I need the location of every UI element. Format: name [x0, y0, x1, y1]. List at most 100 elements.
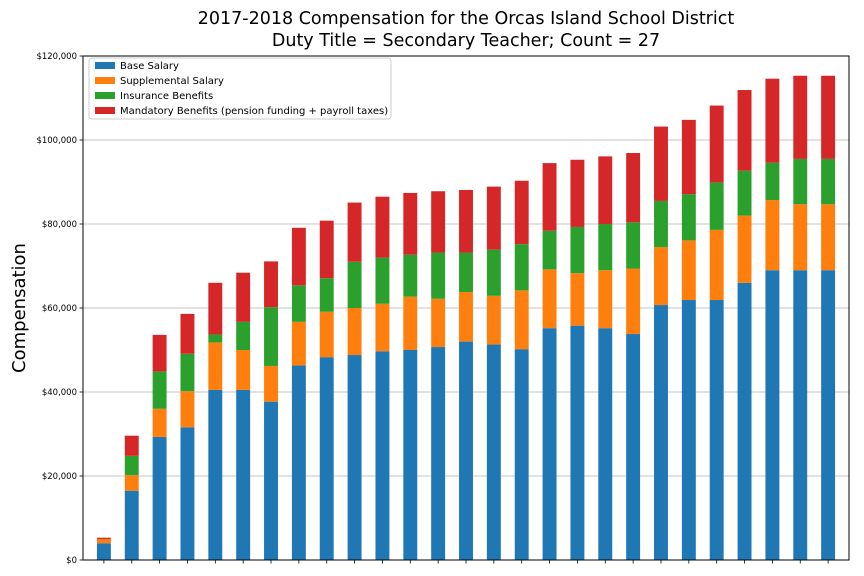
bar-segment-supplemental-salary — [124, 475, 139, 491]
bar-segment-base-salary — [765, 270, 780, 560]
bar-segment-base-salary — [347, 355, 362, 560]
bar-segment-supplemental-salary — [486, 295, 501, 345]
bar-segment-mandatory-benefits — [291, 227, 306, 286]
bar-segment-mandatory-benefits — [152, 334, 167, 372]
bar-segment-mandatory-benefits — [403, 192, 418, 255]
y-tick-label: $60,000 — [42, 304, 77, 314]
y-tick-label: $20,000 — [42, 472, 77, 482]
bar-segment-supplemental-salary — [626, 268, 641, 335]
bar-segment-supplemental-salary — [821, 204, 836, 271]
bar-segment-supplemental-salary — [431, 298, 446, 348]
bar-segment-supplemental-salary — [737, 215, 752, 283]
bar-segment-base-salary — [96, 543, 111, 560]
bar-segment-insurance-benefits — [654, 200, 668, 248]
y-tick-label: $40,000 — [42, 388, 77, 398]
bar-segment-mandatory-benefits — [654, 126, 668, 201]
bar-segment-supplemental-salary — [319, 311, 334, 358]
bar-segment-insurance-benefits — [208, 334, 223, 343]
legend-swatch — [95, 77, 115, 84]
bar-segment-mandatory-benefits — [821, 75, 836, 159]
bar-segment-mandatory-benefits — [793, 75, 808, 159]
bar-segment-mandatory-benefits — [709, 105, 724, 183]
bar-segment-supplemental-salary — [180, 391, 195, 428]
bar-segment-base-salary — [626, 334, 641, 560]
bar-segment-supplemental-salary — [347, 308, 362, 356]
bar-segment-base-salary — [319, 357, 334, 560]
bar-segment-base-salary — [793, 270, 808, 560]
chart-title-line1: 2017-2018 Compensation for the Orcas Isl… — [197, 9, 735, 29]
bar-segment-supplemental-salary — [765, 200, 780, 271]
bar-segment-insurance-benefits — [681, 194, 696, 241]
bar-segment-supplemental-salary — [152, 408, 167, 437]
bar-segment-mandatory-benefits — [96, 537, 111, 539]
bar-segment-mandatory-benefits — [180, 313, 195, 354]
bar-segment-mandatory-benefits — [208, 282, 223, 335]
bar-segment-base-salary — [291, 365, 306, 560]
bar-segment-mandatory-benefits — [570, 159, 585, 227]
bar-segment-insurance-benefits — [765, 162, 780, 201]
bar-segment-insurance-benefits — [737, 170, 752, 216]
legend-entry: Insurance Benefits — [120, 91, 213, 102]
bar-segment-base-salary — [208, 389, 223, 560]
bar-segment-insurance-benefits — [347, 261, 362, 308]
bar-segment-supplemental-salary — [208, 342, 223, 390]
bar-segment-supplemental-salary — [459, 292, 473, 342]
bar-segment-supplemental-salary — [291, 321, 306, 366]
legend-box — [88, 57, 392, 120]
bar-segment-base-salary — [514, 349, 529, 560]
bar-segment-insurance-benefits — [821, 158, 836, 205]
bar-segment-supplemental-salary — [514, 290, 529, 350]
bar-segment-base-salary — [486, 344, 501, 560]
bar-segment-base-salary — [124, 490, 139, 560]
bar-segment-insurance-benefits — [236, 321, 251, 350]
bar-segment-mandatory-benefits — [765, 78, 780, 163]
bar-segment-base-salary — [654, 305, 668, 560]
bar-segment-insurance-benefits — [459, 252, 473, 293]
axis-ticks: $0 $20,000 $40,000 $60,000 $80,000 $100,000 $1… — [36, 52, 829, 566]
bar-segment-supplemental-salary — [403, 296, 418, 350]
bar-segment-supplemental-salary — [236, 350, 251, 390]
bar-segment-base-salary — [152, 436, 167, 560]
bar-segment-insurance-benefits — [319, 278, 334, 312]
y-tick-label: $0 — [66, 556, 77, 566]
bar-segment-insurance-benefits — [431, 252, 446, 299]
y-axis-label: Compensation — [9, 243, 30, 373]
bar-segment-base-salary — [264, 401, 278, 560]
bar-segment-base-salary — [598, 328, 613, 560]
bar-segment-insurance-benefits — [264, 307, 278, 366]
bar-segment-base-salary — [821, 270, 836, 560]
bar-segment-insurance-benefits — [514, 244, 529, 291]
bar-segment-supplemental-salary — [570, 273, 585, 326]
bar-segment-insurance-benefits — [486, 249, 501, 296]
legend-entry: Base Salary — [120, 61, 179, 72]
bar-segment-insurance-benefits — [375, 257, 390, 304]
bar-segment-base-salary — [542, 328, 557, 560]
bar-segment-mandatory-benefits — [319, 220, 334, 279]
bar-segment-mandatory-benefits — [431, 191, 446, 253]
bar-segment-insurance-benefits — [709, 182, 724, 230]
bar-segment-mandatory-benefits — [347, 202, 362, 262]
chart-title: 2017-2018 Compensation for the Orcas Isl… — [83, 8, 849, 52]
bar-segment-insurance-benefits — [124, 455, 139, 476]
legend-swatch — [95, 92, 115, 99]
bar-segment-mandatory-benefits — [486, 186, 501, 250]
bar-segment-insurance-benefits — [152, 371, 167, 409]
y-tick-label: $80,000 — [42, 220, 77, 230]
bar-segment-supplemental-salary — [793, 204, 808, 271]
bar-segment-base-salary — [709, 300, 724, 560]
bar-segment-mandatory-benefits — [459, 189, 473, 253]
bar-segment-supplemental-salary — [375, 303, 390, 352]
bar-segment-base-salary — [570, 325, 585, 560]
bar-segment-supplemental-salary — [598, 270, 613, 329]
bar-segment-mandatory-benefits — [124, 435, 139, 456]
bar-segment-base-salary — [180, 427, 195, 560]
legend-swatch — [95, 62, 115, 69]
bar-segment-supplemental-salary — [709, 229, 724, 301]
bar-segment-base-salary — [375, 351, 390, 560]
y-tick-label: $120,000 — [36, 52, 77, 62]
bar-segment-insurance-benefits — [793, 158, 808, 205]
bar-segment-mandatory-benefits — [737, 90, 752, 171]
bar-segment-insurance-benefits — [291, 285, 306, 322]
bar-segment-mandatory-benefits — [514, 180, 529, 245]
